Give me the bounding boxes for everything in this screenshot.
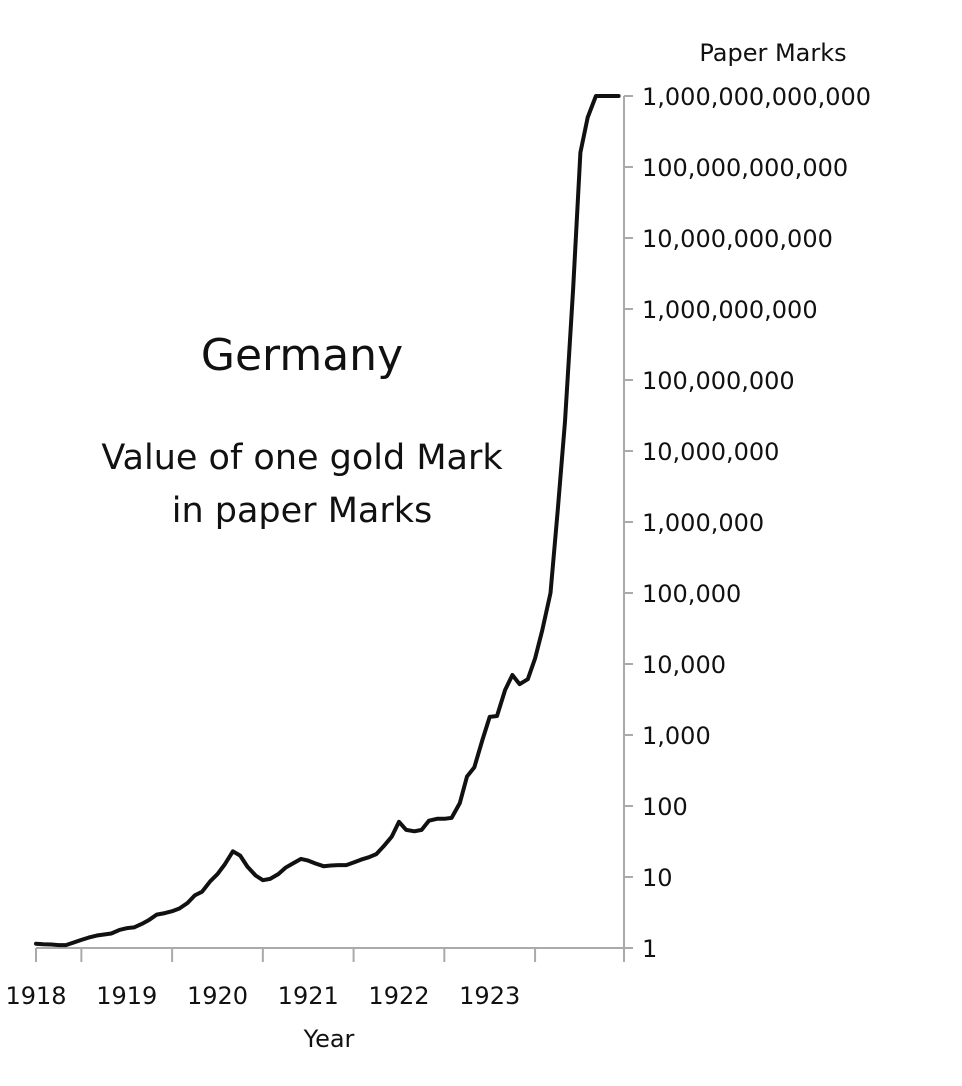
y-tick-label: 10,000,000 bbox=[642, 438, 779, 466]
y-tick-label: 10,000 bbox=[642, 651, 726, 679]
x-tick-label: 1919 bbox=[96, 982, 157, 1010]
y-tick-label: 1,000,000,000 bbox=[642, 296, 818, 324]
y-axis-label: Paper Marks bbox=[699, 39, 846, 67]
x-tick-label: 1922 bbox=[368, 982, 429, 1010]
y-tick-label: 1,000 bbox=[642, 722, 711, 750]
x-tick-label: 1921 bbox=[278, 982, 339, 1010]
y-tick-label: 100,000,000,000 bbox=[642, 154, 848, 182]
y-tick-label: 10,000,000,000 bbox=[642, 225, 833, 253]
y-tick-label: 100,000,000 bbox=[642, 367, 795, 395]
chart-subtitle-line-1: Value of one gold Mark bbox=[101, 438, 503, 478]
series-line bbox=[34, 94, 621, 948]
chart-title: Germany bbox=[201, 330, 403, 381]
x-tick-label: 1920 bbox=[187, 982, 248, 1010]
y-tick-label: 1 bbox=[642, 935, 657, 963]
y-tick-label: 1,000,000,000,000 bbox=[642, 83, 871, 111]
x-axis-label: Year bbox=[303, 1025, 355, 1053]
y-tick-label: 1,000,000 bbox=[642, 509, 764, 537]
x-tick-label: 1918 bbox=[5, 982, 66, 1010]
y-tick-label: 100 bbox=[642, 793, 688, 821]
chart-subtitle-line-2: in paper Marks bbox=[172, 491, 433, 531]
y-tick-label: 10 bbox=[642, 864, 673, 892]
x-tick-label: 1923 bbox=[459, 982, 520, 1010]
y-tick-label: 100,000 bbox=[642, 580, 741, 608]
